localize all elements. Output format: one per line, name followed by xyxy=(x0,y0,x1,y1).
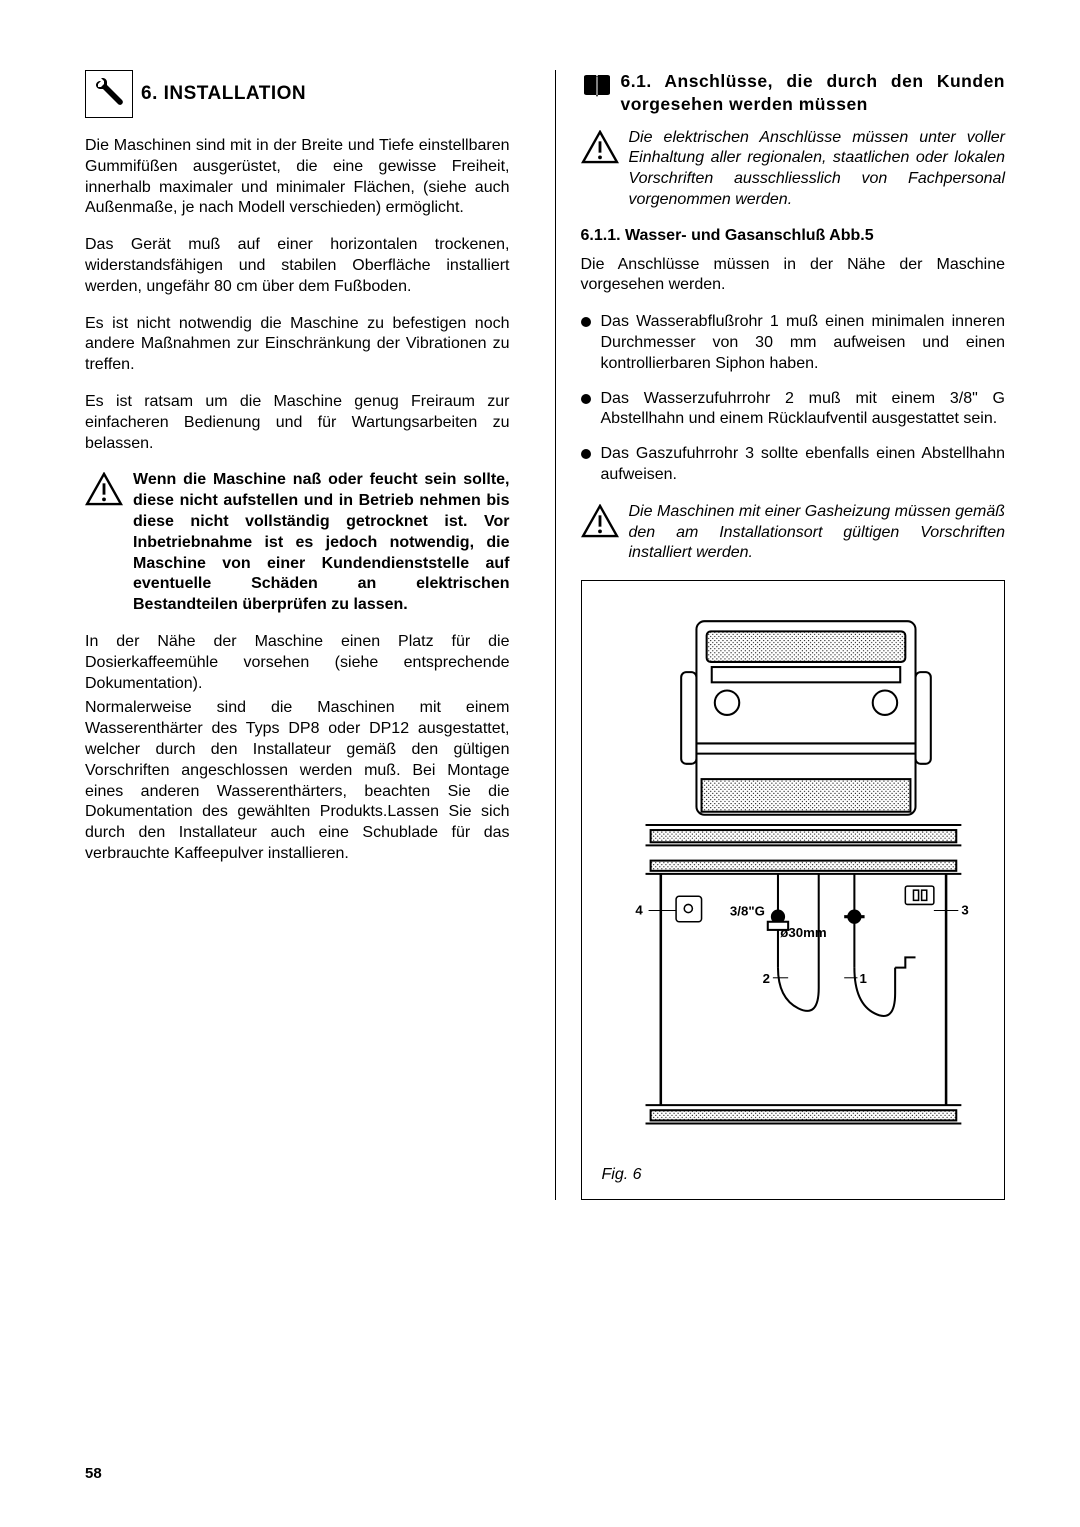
warning-box: Die Maschinen mit einer Gasheizung müsse… xyxy=(581,502,1006,564)
figure-container: 4 3 2 1 3/8"G ø30mm Fig. 6 xyxy=(581,580,1006,1200)
sub-header-text: 6.1. Anschlüsse, die durch den Kunden vo… xyxy=(621,70,1006,116)
section-title: 6. INSTALLATION xyxy=(141,83,306,105)
list-item: Das Wasserabflußrohr 1 muß einen minimal… xyxy=(581,312,1006,374)
list-item: Das Wasserzufuhrrohr 2 muß mit einem 3/8… xyxy=(581,389,1006,431)
bullet-icon xyxy=(581,317,591,327)
figure-label: 1 xyxy=(859,971,866,986)
bullet-icon xyxy=(581,394,591,404)
figure-label: 3 xyxy=(961,903,968,918)
paragraph: Die Maschinen sind mit in der Breite und… xyxy=(85,136,510,219)
bullet-text: Das Gaszufuhrrohr 3 sollte ebenfalls ein… xyxy=(601,444,1006,486)
wrench-icon xyxy=(85,70,133,118)
section-header: 6. INSTALLATION xyxy=(85,70,510,118)
warning-text: Die elektrischen Anschlüsse müssen unter… xyxy=(629,128,1006,211)
right-column: 6.1. Anschlüsse, die durch den Kunden vo… xyxy=(555,70,1006,1200)
paragraph: Es ist nicht notwendig die Maschine zu b… xyxy=(85,314,510,376)
left-column: 6. INSTALLATION Die Maschinen sind mit i… xyxy=(85,70,525,1200)
subsub-title: 6.1.1. Wasser- und Gasanschluß Abb.5 xyxy=(581,227,1006,245)
warning-icon xyxy=(581,504,619,538)
warning-text: Wenn die Maschine naß oder feucht sein s… xyxy=(133,470,510,616)
installation-diagram: 4 3 2 1 3/8"G ø30mm xyxy=(597,611,990,1151)
bullet-text: Das Wasserzufuhrrohr 2 muß mit einem 3/8… xyxy=(601,389,1006,431)
page-number: 58 xyxy=(85,1465,102,1482)
warning-icon xyxy=(581,130,619,164)
book-icon xyxy=(581,70,613,102)
page-content: 6. INSTALLATION Die Maschinen sind mit i… xyxy=(85,70,1005,1200)
bullet-text: Das Wasserabflußrohr 1 muß einen minimal… xyxy=(601,312,1006,374)
list-item: Das Gaszufuhrrohr 3 sollte ebenfalls ein… xyxy=(581,444,1006,486)
warning-icon xyxy=(85,472,123,506)
paragraph: In der Nähe der Maschine einen Platz für… xyxy=(85,632,510,694)
figure-caption: Fig. 6 xyxy=(602,1166,642,1184)
figure-label: 4 xyxy=(635,903,643,918)
figure-label: 2 xyxy=(762,971,769,986)
sub-header: 6.1. Anschlüsse, die durch den Kunden vo… xyxy=(581,70,1006,116)
figure-label: ø30mm xyxy=(780,925,826,940)
paragraph: Die Anschlüsse müssen in der Nähe der Ma… xyxy=(581,255,1006,297)
paragraph: Normalerweise sind die Maschinen mit ein… xyxy=(85,698,510,864)
warning-box: Wenn die Maschine naß oder feucht sein s… xyxy=(85,470,510,616)
paragraph: Das Gerät muß auf einer horizontalen tro… xyxy=(85,235,510,297)
warning-box: Die elektrischen Anschlüsse müssen unter… xyxy=(581,128,1006,211)
figure-label: 3/8"G xyxy=(729,904,764,919)
warning-text: Die Maschinen mit einer Gasheizung müsse… xyxy=(629,502,1006,564)
bullet-list: Das Wasserabflußrohr 1 muß einen minimal… xyxy=(581,312,1006,486)
paragraph: Es ist ratsam um die Maschine genug Frei… xyxy=(85,392,510,454)
bullet-icon xyxy=(581,449,591,459)
